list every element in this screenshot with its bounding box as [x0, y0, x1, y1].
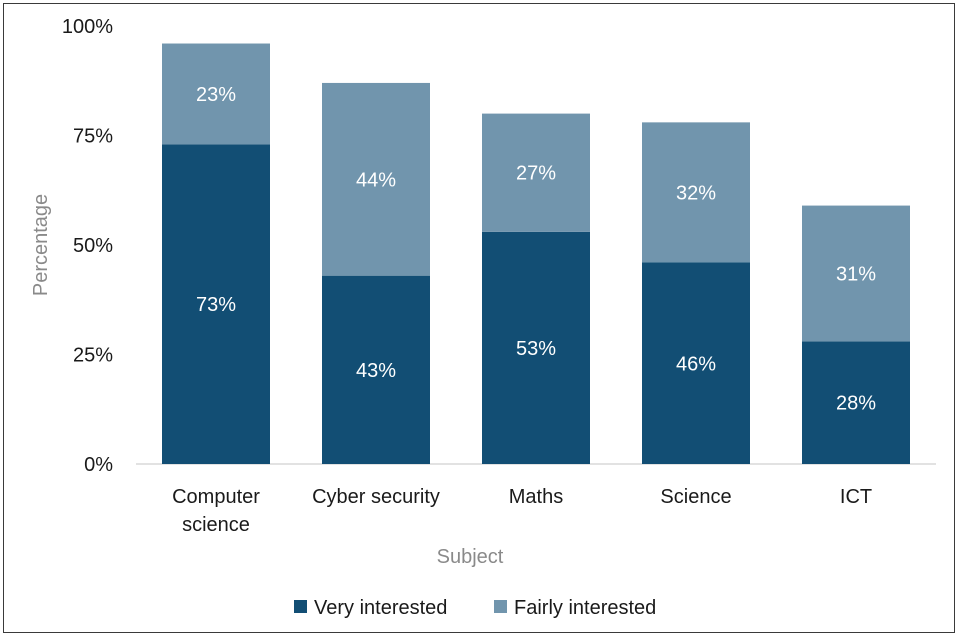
legend-item-fairly-interested: Fairly interested	[494, 597, 656, 619]
bar-segment-very-interested	[642, 262, 750, 464]
bar-data-labels: 73% 23% 43% 44% 53% 27% 46% 32% 28% 31%	[196, 84, 876, 415]
x-axis-categories: Computer science Cyber security Maths Scienc…	[172, 486, 872, 536]
y-tick-label: 100%	[62, 16, 113, 38]
y-tick-label: 25%	[73, 345, 113, 367]
x-category-label: Science	[660, 486, 731, 508]
bar-segment-very-interested	[322, 275, 430, 464]
bar-data-label: 28%	[836, 393, 876, 415]
y-tick-label: 0%	[84, 454, 113, 476]
bar-segment-fairly-interested	[322, 82, 430, 276]
bars	[162, 43, 910, 464]
bar-segment-very-interested	[482, 231, 590, 464]
bar-segment-fairly-interested	[162, 43, 270, 145]
bar-segment-fairly-interested	[802, 205, 910, 342]
bar-data-label: 31%	[836, 263, 876, 285]
chart-frame	[3, 3, 955, 633]
x-category-label: ICT	[840, 486, 872, 508]
bar-data-label: 43%	[356, 360, 396, 382]
bar-segment-fairly-interested	[482, 113, 590, 232]
x-category-label: Computer science	[172, 486, 260, 536]
legend-item-very-interested: Very interested	[294, 597, 447, 619]
legend: Very interested Fairly interested	[294, 597, 656, 619]
y-tick-label: 75%	[73, 126, 113, 148]
bar-segment-very-interested	[162, 144, 270, 464]
legend-swatch	[494, 600, 507, 613]
bar-segment-fairly-interested	[642, 122, 750, 263]
y-axis-ticks: 0% 25% 50% 75% 100%	[62, 16, 113, 476]
bar-data-label: 73%	[196, 294, 236, 316]
bar-data-label: 32%	[676, 182, 716, 204]
bar-data-label: 23%	[196, 84, 236, 106]
bar-data-label: 46%	[676, 353, 716, 375]
bar-data-label: 44%	[356, 169, 396, 191]
x-category-label: Cyber security	[312, 486, 440, 508]
bar-data-label: 27%	[516, 163, 556, 185]
bar-data-label: 53%	[516, 338, 556, 360]
x-axis-title: Subject	[437, 546, 504, 568]
x-category-label: Maths	[509, 486, 563, 508]
y-axis-title: Percentage	[30, 194, 52, 296]
legend-swatch	[294, 600, 307, 613]
legend-label: Very interested	[314, 597, 447, 619]
bar-segment-very-interested	[802, 341, 910, 464]
legend-label: Fairly interested	[514, 597, 656, 619]
y-tick-label: 50%	[73, 235, 113, 257]
